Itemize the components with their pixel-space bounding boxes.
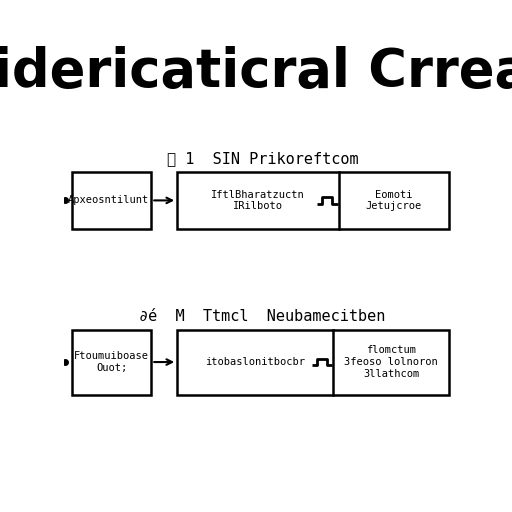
Text: ∂é  M  Ttmcl  Neubamecitben: ∂é M Ttmcl Neubamecitben (139, 309, 386, 324)
Text: midericaticral Crream: midericaticral Crream (0, 46, 512, 98)
Text: flomctum
3feoso lolnoron
3llathcom: flomctum 3feoso lolnoron 3llathcom (344, 346, 438, 379)
Text: itobaslonitbocbr: itobaslonitbocbr (205, 357, 305, 367)
Bar (72, 330, 152, 395)
Text: Apxeosntilunt.: Apxeosntilunt. (68, 196, 155, 205)
Text: IftlBharatzuctn
IRilboto: IftlBharatzuctn IRilboto (211, 189, 305, 211)
Text: 图 1  SIN Prikoreftcom: 图 1 SIN Prikoreftcom (166, 151, 358, 166)
Text: Eomoti
Jetujcroe: Eomoti Jetujcroe (366, 189, 422, 211)
Bar (177, 172, 449, 229)
Bar (72, 172, 152, 229)
Text: Ftoumuiboase
Ouot;: Ftoumuiboase Ouot; (74, 351, 149, 373)
Bar (177, 330, 449, 395)
